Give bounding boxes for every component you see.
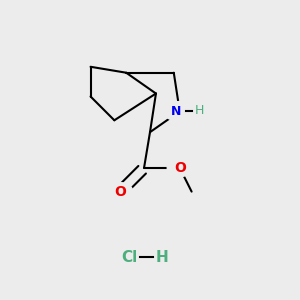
Ellipse shape (167, 159, 192, 177)
Text: O: O (114, 184, 126, 199)
Text: Cl: Cl (121, 250, 137, 265)
Ellipse shape (164, 102, 196, 121)
Text: H: H (194, 104, 204, 117)
Text: N: N (171, 105, 181, 118)
Text: O: O (174, 161, 186, 175)
Text: H: H (155, 250, 168, 265)
Ellipse shape (108, 183, 133, 200)
